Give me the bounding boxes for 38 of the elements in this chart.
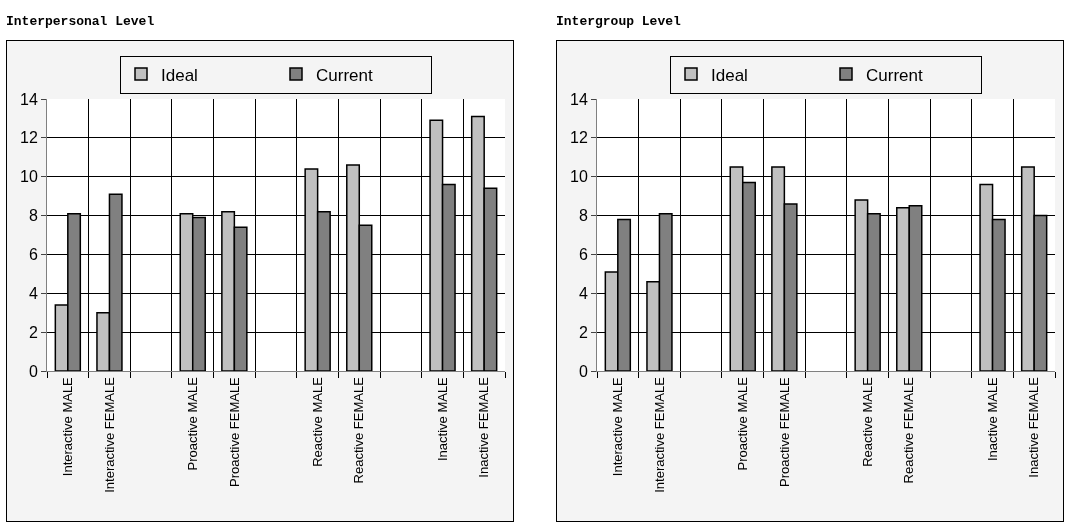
x-tick-label: Interactive MALE <box>610 376 626 477</box>
x-tick-label: Inactive MALE <box>434 376 450 462</box>
x-tick-label: Inactive MALE <box>984 376 1000 462</box>
x-tick-label: Interactive FEMALE <box>101 376 117 493</box>
chart-title: Interpersonal Level <box>6 14 156 31</box>
x-tick-label: Reactive FEMALE <box>901 376 917 484</box>
y-tick-label: 14 <box>570 90 588 108</box>
y-tick-label: 2 <box>578 323 588 341</box>
chart-title: Intergroup Level <box>556 14 682 31</box>
x-tick-label: Interactive FEMALE <box>651 376 667 493</box>
y-tick-label: 12 <box>570 129 588 147</box>
x-tick-label: Reactive FEMALE <box>351 376 367 484</box>
y-tick-label: 0 <box>28 362 38 380</box>
x-tick-label: Proactive FEMALE <box>226 376 242 488</box>
y-tick-label: 0 <box>578 362 588 380</box>
y-tick-label: 12 <box>20 129 38 147</box>
x-tick-label: Inactive FEMALE <box>476 376 492 478</box>
y-tick-label: 4 <box>28 284 38 302</box>
y-tick-label: 10 <box>20 168 38 186</box>
x-tick-label: Proactive MALE <box>184 376 200 471</box>
y-tick-label: 10 <box>570 168 588 186</box>
y-tick-label: 8 <box>28 207 38 225</box>
legend-label: Current <box>316 65 373 85</box>
x-tick-label: Interactive MALE <box>60 376 76 477</box>
y-tick-label: 6 <box>28 246 38 264</box>
y-tick-label: 14 <box>20 90 38 108</box>
y-tick-label: 6 <box>578 246 588 264</box>
y-tick-label: 8 <box>578 207 588 225</box>
x-tick-label: Proactive MALE <box>734 376 750 471</box>
x-tick-label: Inactive FEMALE <box>1026 376 1042 478</box>
x-tick-label: Proactive FEMALE <box>776 376 792 488</box>
legend-label: Ideal <box>711 65 748 85</box>
x-tick-label: Reactive MALE <box>859 376 875 467</box>
y-tick-label: 2 <box>28 323 38 341</box>
legend-label: Current <box>866 65 923 85</box>
x-tick-label: Reactive MALE <box>309 376 325 467</box>
y-tick-label: 4 <box>578 284 588 302</box>
legend-label: Ideal <box>161 65 198 85</box>
